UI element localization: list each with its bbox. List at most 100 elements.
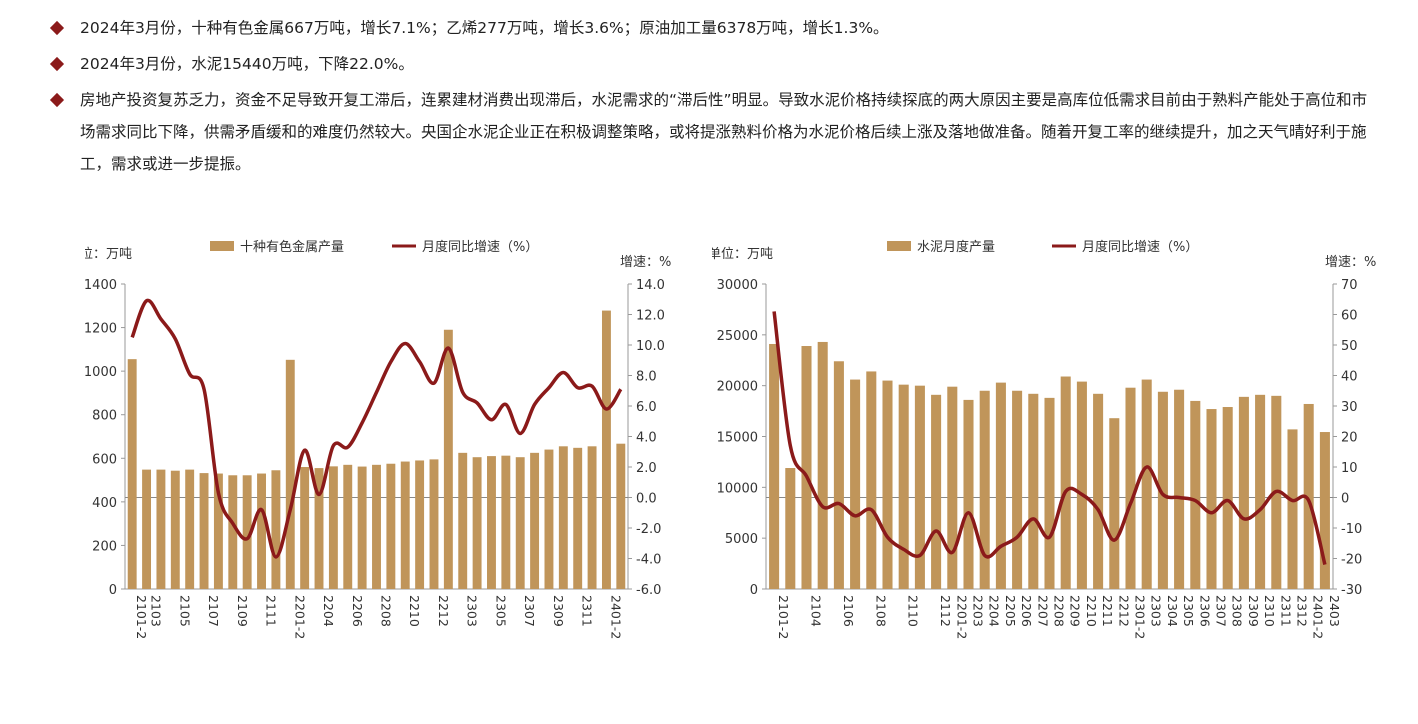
production-bar bbox=[156, 469, 166, 589]
production-bar bbox=[914, 385, 925, 589]
left-tick-label: 200 bbox=[92, 539, 117, 554]
left-tick-label: 10000 bbox=[717, 481, 758, 496]
x-tick-label: 2211 bbox=[1100, 595, 1115, 627]
x-tick-label: 2105 bbox=[177, 595, 192, 627]
production-bar bbox=[544, 449, 554, 589]
x-tick-label: 2212 bbox=[1116, 595, 1131, 627]
production-bar bbox=[1287, 429, 1298, 589]
x-tick-label: 2307 bbox=[522, 595, 537, 627]
left-tick-label: 0 bbox=[109, 583, 117, 598]
x-tick-label: 2401-2 bbox=[1311, 595, 1326, 639]
right-tick-label: 0 bbox=[1341, 492, 1349, 507]
production-bar bbox=[947, 386, 958, 589]
production-bar bbox=[472, 457, 482, 589]
production-bar bbox=[866, 371, 877, 589]
right-tick-label: 60 bbox=[1341, 309, 1358, 324]
right-tick-label: 4.0 bbox=[636, 431, 657, 446]
production-bar bbox=[573, 447, 583, 589]
bullet-item: 2024年3月份，水泥15440万吨，下降22.0%。 bbox=[49, 48, 1382, 80]
x-tick-label: 2112 bbox=[938, 595, 953, 627]
legend-line-label: 月度同比增速（%） bbox=[422, 239, 538, 255]
production-bar bbox=[1222, 407, 1233, 589]
legend-bar-label: 水泥月度产量 bbox=[917, 239, 995, 255]
right-tick-label: -20 bbox=[1341, 553, 1362, 568]
right-tick-label: 20 bbox=[1341, 431, 1358, 446]
production-bar bbox=[1012, 390, 1023, 589]
production-bar bbox=[785, 468, 796, 589]
production-bar bbox=[328, 466, 338, 589]
left-unit-label: 单位：万吨 bbox=[85, 247, 132, 262]
x-tick-label: 2309 bbox=[551, 595, 566, 627]
production-bar bbox=[1125, 387, 1136, 589]
x-tick-label: 2206 bbox=[1019, 595, 1034, 627]
production-bar bbox=[487, 456, 496, 589]
production-bar bbox=[228, 475, 238, 589]
right-tick-label: 6.0 bbox=[636, 400, 657, 415]
x-tick-label: 2303 bbox=[1149, 595, 1164, 627]
x-tick-label: 2304 bbox=[1165, 595, 1180, 627]
production-bar bbox=[898, 384, 909, 589]
production-bar bbox=[1076, 381, 1087, 589]
right-tick-label: -4.0 bbox=[636, 553, 661, 568]
x-tick-label: 2309 bbox=[1246, 595, 1261, 627]
right-tick-label: 50 bbox=[1341, 339, 1358, 354]
x-tick-label: 2401-2 bbox=[608, 595, 623, 639]
production-bar bbox=[429, 459, 439, 589]
x-tick-label: 2204 bbox=[321, 595, 336, 627]
production-bar bbox=[1238, 396, 1249, 589]
production-bar bbox=[769, 343, 780, 589]
bullet-list: 2024年3月份，十种有色金属667万吨，增长7.1%；乙烯277万吨，增长3.… bbox=[49, 12, 1382, 184]
x-tick-label: 2104 bbox=[809, 595, 824, 627]
bullet-text: 2024年3月份，水泥15440万吨，下降22.0%。 bbox=[80, 55, 414, 73]
right-tick-label: -6.0 bbox=[636, 583, 661, 598]
right-unit-label: 增速：% bbox=[620, 255, 671, 270]
bullet-item: 2024年3月份，十种有色金属667万吨，增长7.1%；乙烯277万吨，增长3.… bbox=[49, 12, 1382, 44]
production-bar bbox=[995, 382, 1006, 589]
production-bar bbox=[415, 460, 425, 589]
x-tick-label: 2208 bbox=[1052, 595, 1067, 627]
right-tick-label: 0.0 bbox=[636, 492, 657, 507]
production-bar bbox=[185, 469, 195, 589]
x-tick-label: 2305 bbox=[1181, 595, 1196, 627]
production-bar bbox=[1255, 394, 1266, 589]
production-bar bbox=[271, 470, 281, 589]
right-tick-label: -30 bbox=[1341, 583, 1362, 598]
x-tick-label: 2307 bbox=[1214, 595, 1229, 627]
right-tick-label: 8.0 bbox=[636, 370, 657, 385]
right-tick-label: 10 bbox=[1341, 461, 1358, 476]
x-tick-label: 2305 bbox=[493, 595, 508, 627]
x-tick-label: 2109 bbox=[235, 595, 250, 627]
right-tick-label: 12.0 bbox=[636, 309, 665, 324]
x-tick-label: 2210 bbox=[407, 595, 422, 627]
production-bar bbox=[199, 473, 209, 589]
production-bar bbox=[242, 475, 252, 589]
production-bar bbox=[833, 361, 844, 589]
right-tick-label: -10 bbox=[1341, 522, 1362, 537]
left-tick-label: 5000 bbox=[725, 532, 758, 547]
x-tick-label: 2306 bbox=[1197, 595, 1212, 627]
x-tick-label: 2308 bbox=[1230, 595, 1245, 627]
production-bar bbox=[601, 310, 611, 589]
left-tick-label: 600 bbox=[92, 452, 117, 467]
bullet-item: 房地产投资复苏乏力，资金不足导致开复工滞后，连累建材消费出现滞后，水泥需求的“滞… bbox=[49, 84, 1382, 180]
right-tick-label: 14.0 bbox=[636, 278, 665, 293]
x-tick-label: 2303 bbox=[465, 595, 480, 627]
growth-rate-line bbox=[772, 311, 1327, 566]
production-bar bbox=[443, 329, 453, 589]
legend-bar-swatch bbox=[887, 241, 911, 251]
left-tick-label: 0 bbox=[750, 583, 758, 598]
x-tick-label: 2205 bbox=[1003, 595, 1018, 627]
production-bar bbox=[1319, 432, 1330, 589]
x-tick-label: 2201-2 bbox=[954, 595, 969, 639]
production-bar bbox=[1060, 376, 1071, 589]
right-tick-label: 40 bbox=[1341, 370, 1358, 385]
production-bar bbox=[1303, 403, 1314, 589]
x-tick-label: 2204 bbox=[987, 595, 1002, 627]
left-tick-label: 20000 bbox=[717, 380, 758, 395]
left-unit-label: 单位：万吨 bbox=[712, 247, 773, 262]
production-bar bbox=[882, 380, 893, 589]
x-tick-label: 2106 bbox=[841, 595, 856, 627]
x-tick-label: 2201-2 bbox=[292, 595, 307, 639]
